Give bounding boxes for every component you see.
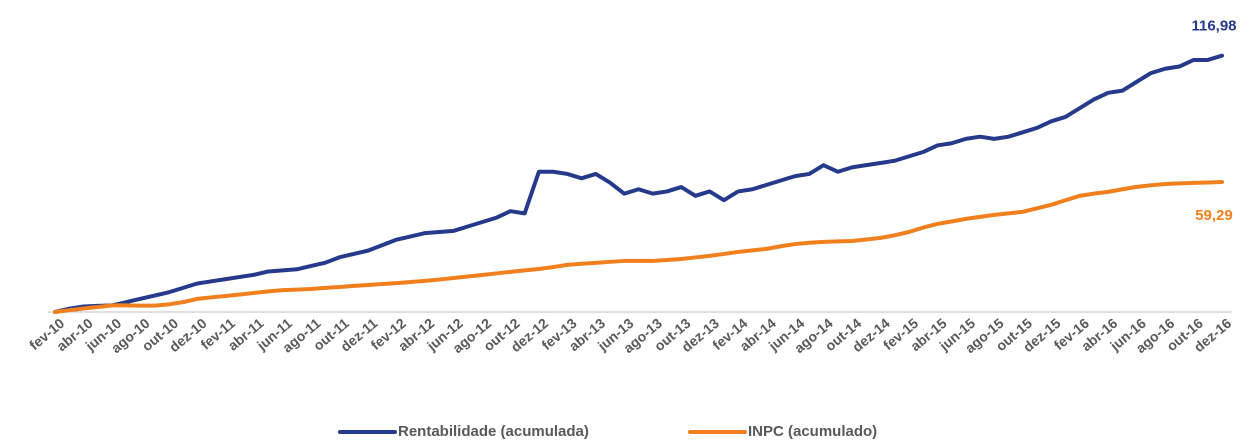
legend-label: Rentabilidade (acumulada) [398,423,589,440]
value-label: 59,29 [1195,207,1233,224]
legend-label: INPC (acumulado) [748,423,877,440]
series-line [53,180,1224,314]
series-line [53,53,1224,314]
value-label: 116,98 [1191,18,1236,35]
